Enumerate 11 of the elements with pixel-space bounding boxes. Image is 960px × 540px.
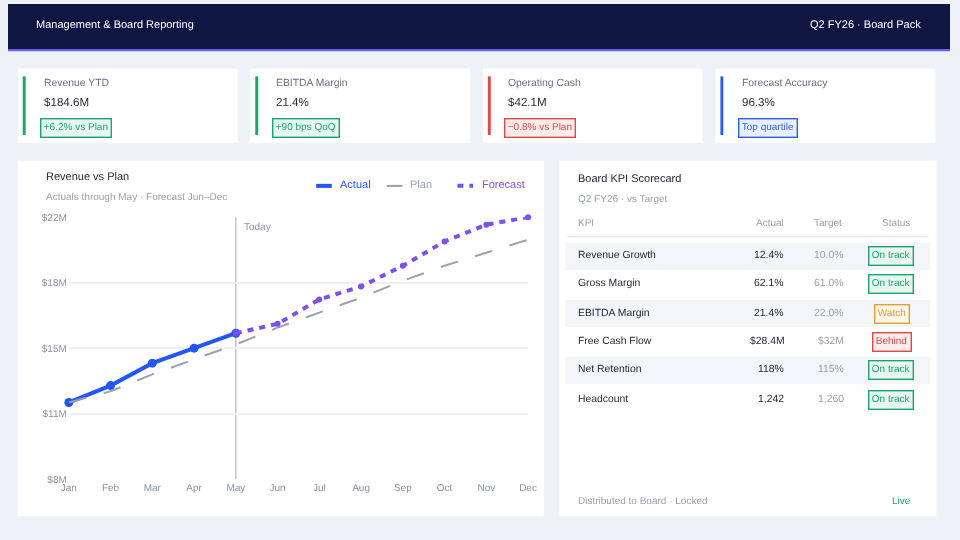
point [274, 320, 281, 327]
point [316, 296, 323, 303]
point [525, 214, 532, 221]
point [441, 238, 448, 245]
point [358, 283, 365, 290]
point [189, 343, 199, 353]
point [106, 381, 116, 391]
point [399, 262, 406, 269]
point [483, 221, 490, 228]
point [147, 358, 157, 368]
line-series [232, 214, 532, 337]
